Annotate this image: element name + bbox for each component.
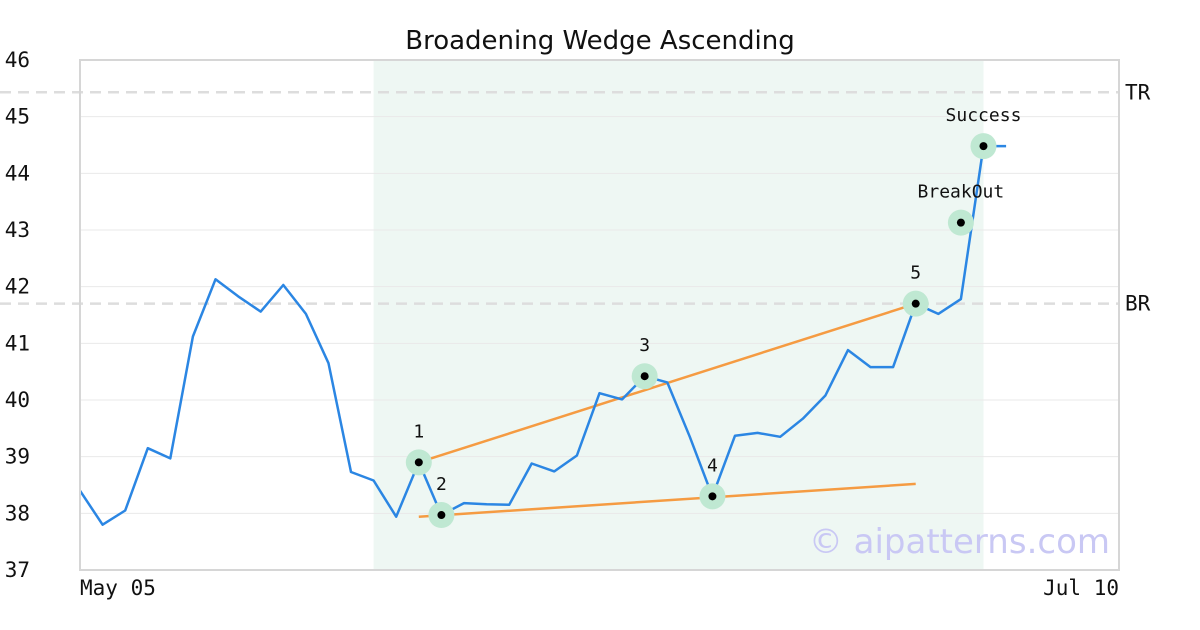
y-tick-label: 45 [5, 105, 30, 129]
x-axis-ticks: May 05 Jul 10 [80, 576, 1119, 600]
x-tick-label: May 05 [80, 576, 156, 600]
point-label: 3 [639, 335, 650, 356]
point-marker [437, 511, 446, 520]
point-label: 4 [707, 455, 718, 476]
point-label: Success [946, 105, 1022, 126]
watermark: © aipatterns.com [809, 522, 1110, 562]
pattern-shaded-region [373, 60, 984, 570]
level-lines-group: TR BR [0, 80, 1151, 316]
point-marker [979, 142, 988, 151]
y-tick-label: 42 [5, 275, 30, 299]
point-marker [414, 458, 423, 467]
y-axis-ticks: 37 38 39 40 41 42 43 44 45 46 [5, 48, 30, 582]
plot-frame [79, 59, 1120, 571]
point-label: BreakOut [918, 182, 1005, 203]
level-label: BR [1125, 292, 1151, 316]
level-label: TR [1125, 80, 1151, 104]
shaded-region-group [373, 60, 984, 570]
point-marker [708, 492, 717, 501]
x-tick-label: Jul 10 [1043, 576, 1119, 600]
y-tick-label: 40 [5, 388, 30, 412]
point-marker [956, 218, 965, 227]
y-tick-label: 41 [5, 331, 30, 355]
y-tick-label: 38 [5, 501, 30, 525]
y-tick-label: 44 [5, 161, 30, 185]
y-tick-label: 46 [5, 48, 30, 72]
points-group: 1 2 3 4 5 BreakOut Success [405, 105, 1022, 529]
point-label: 1 [413, 421, 424, 442]
point-marker [911, 299, 920, 308]
point-label: 2 [436, 474, 447, 495]
price-line [78, 144, 1007, 526]
point-marker [640, 372, 649, 381]
trendline [418, 482, 916, 518]
y-tick-label: 43 [5, 218, 30, 242]
series-group [78, 144, 1007, 526]
y-tick-label: 39 [5, 445, 30, 469]
y-tick-label: 37 [5, 558, 30, 582]
chart-title: Broadening Wedge Ascending [405, 26, 795, 56]
point-label: 5 [910, 263, 921, 284]
